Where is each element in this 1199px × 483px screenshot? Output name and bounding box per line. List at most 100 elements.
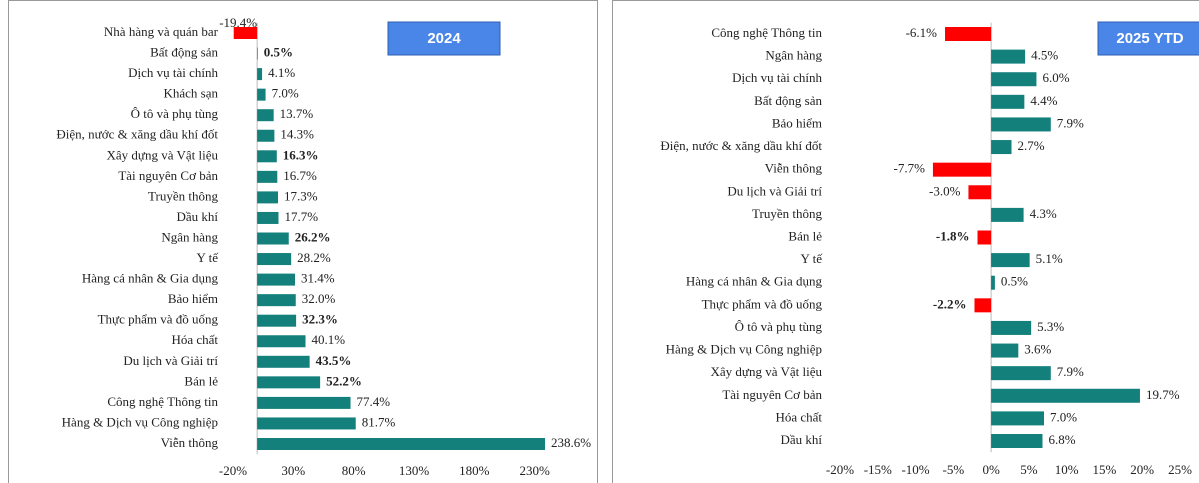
value-label: -19.4% — [219, 15, 257, 30]
bar — [991, 117, 1051, 132]
bar — [257, 273, 296, 286]
x-tick-label: 25% — [1168, 462, 1192, 477]
bar — [991, 366, 1051, 381]
bar — [257, 129, 275, 142]
bar — [257, 253, 292, 266]
category-label: Bán lẻ — [788, 228, 822, 243]
value-label: 6.0% — [1042, 70, 1069, 85]
x-tick-label: -10% — [901, 462, 929, 477]
value-label: 31.4% — [301, 271, 335, 286]
bar — [932, 162, 992, 177]
category-label: Ô tô và phụ tùng — [735, 319, 823, 334]
category-label: Bất động sản — [754, 93, 822, 108]
value-label: 0.5% — [1001, 274, 1028, 289]
value-label: 17.3% — [284, 188, 318, 203]
value-label: 7.0% — [272, 86, 299, 101]
x-tick-label: 10% — [1055, 462, 1079, 477]
value-label: 16.3% — [283, 147, 319, 162]
title-badge — [387, 21, 501, 56]
value-label: 4.4% — [1030, 93, 1057, 108]
value-label: -2.2% — [933, 296, 967, 311]
bar — [257, 438, 546, 450]
x-tick-label: 230% — [519, 463, 550, 478]
value-label: -3.0% — [929, 183, 961, 198]
value-label: 7.9% — [1057, 364, 1084, 379]
value-label: 238.6% — [551, 435, 591, 450]
bar — [257, 68, 263, 81]
chart-title: 2024 — [427, 30, 461, 47]
bar — [991, 388, 1140, 403]
value-label: 32.3% — [302, 312, 338, 327]
bar — [945, 27, 992, 41]
category-label: Truyền thông — [148, 188, 218, 203]
value-label: 5.1% — [1036, 251, 1063, 266]
value-label: 2.7% — [1018, 138, 1045, 153]
value-label: 52.2% — [326, 373, 362, 388]
category-label: Viễn thông — [765, 161, 823, 176]
title-badge — [1097, 21, 1199, 56]
category-label: Bán lẻ — [184, 373, 218, 388]
bar — [991, 72, 1037, 87]
category-label: Ngân hàng — [765, 48, 822, 63]
value-label: 7.9% — [1057, 115, 1084, 130]
value-label: 19.7% — [1146, 387, 1180, 402]
category-label: Dịch vụ tài chính — [128, 65, 218, 80]
x-tick-label: 0% — [982, 462, 1000, 477]
bar — [991, 275, 995, 290]
category-label: Tài nguyên Cơ bản — [118, 168, 218, 183]
bar — [991, 434, 1043, 448]
bar — [257, 211, 279, 224]
x-tick-label: -20% — [219, 463, 247, 478]
bar — [257, 376, 321, 389]
category-label: Công nghệ Thông tin — [711, 25, 822, 40]
bar — [257, 294, 296, 307]
bar — [257, 355, 310, 368]
value-label: -7.7% — [894, 161, 926, 176]
x-tick-label: 20% — [1130, 462, 1154, 477]
category-label: Bảo hiểm — [772, 115, 822, 130]
bar — [991, 253, 1030, 268]
category-label: Khách sạn — [163, 86, 218, 101]
category-label: Xây dựng và Vật liệu — [106, 147, 218, 162]
bar — [991, 411, 1044, 426]
category-label: Truyền thông — [752, 206, 822, 221]
bar — [257, 335, 306, 348]
value-label: 4.3% — [1030, 206, 1057, 221]
value-label: 7.0% — [1050, 409, 1077, 424]
value-label: 16.7% — [283, 168, 317, 183]
value-label: 17.7% — [284, 209, 318, 224]
bar — [968, 185, 992, 200]
category-label: Hóa chất — [171, 332, 218, 347]
bar — [257, 150, 277, 163]
value-label: 5.3% — [1037, 319, 1064, 334]
value-label: 14.3% — [280, 127, 314, 142]
panel-border — [8, 0, 598, 483]
bar — [257, 396, 351, 409]
bar — [257, 232, 289, 245]
category-label: Hàng cá nhân & Gia dụng — [686, 274, 823, 289]
bar — [257, 47, 258, 60]
x-tick-label: 15% — [1093, 462, 1117, 477]
value-label: 32.0% — [302, 291, 336, 306]
value-label: 43.5% — [316, 353, 352, 368]
category-label: Công nghệ Thông tin — [107, 394, 218, 409]
x-tick-label: -5% — [942, 462, 964, 477]
category-label: Hàng cá nhân & Gia dụng — [82, 271, 219, 286]
x-tick-label: 130% — [399, 463, 430, 478]
bar — [991, 94, 1025, 109]
category-label: Bất động sản — [150, 45, 218, 60]
x-tick-label: 5% — [1020, 462, 1038, 477]
bar — [257, 417, 356, 430]
value-label: 81.7% — [362, 414, 396, 429]
bar — [991, 343, 1019, 358]
category-label: Ngân hàng — [161, 229, 218, 244]
bar — [991, 320, 1032, 335]
bar — [257, 314, 297, 327]
value-label: -6.1% — [906, 25, 938, 40]
bar — [257, 191, 279, 204]
category-label: Bảo hiểm — [168, 291, 218, 306]
value-label: 40.1% — [312, 332, 346, 347]
bar — [257, 170, 278, 183]
value-label: 0.5% — [264, 45, 293, 60]
bar — [991, 140, 1012, 155]
